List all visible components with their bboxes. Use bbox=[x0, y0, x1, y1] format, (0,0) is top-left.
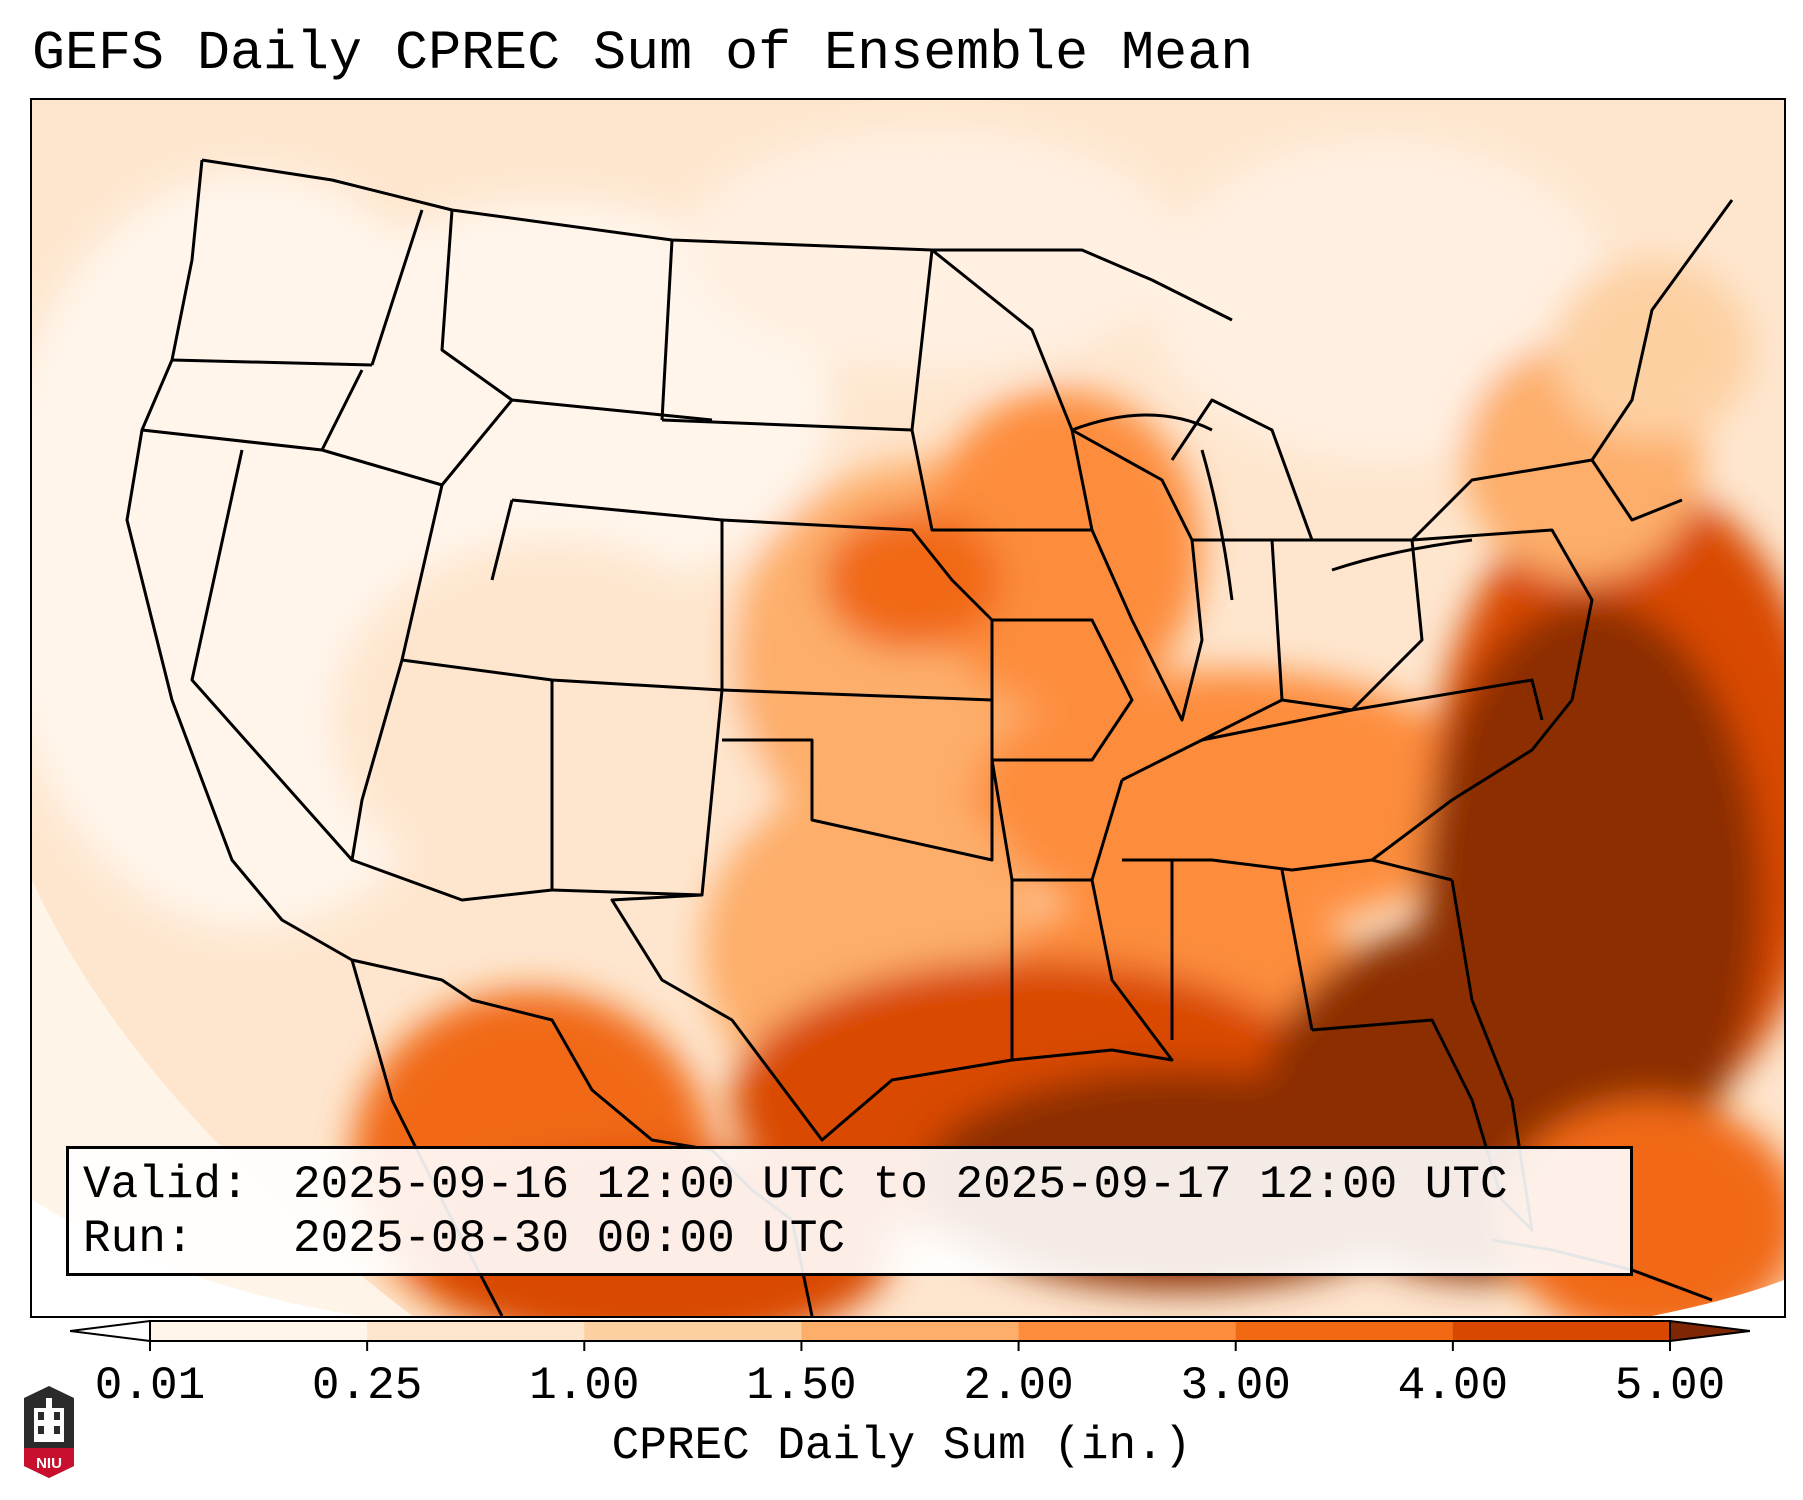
wa-id-border bbox=[370, 209, 424, 366]
map-panel bbox=[30, 98, 1786, 1318]
il-wi-border bbox=[1071, 428, 1204, 722]
oh-border bbox=[1272, 538, 1424, 712]
validity-info-box: Valid: 2025-09-16 12:00 UTC to 2025-09-17… bbox=[66, 1146, 1633, 1276]
new-england-border bbox=[1590, 459, 1683, 522]
colorbar-tick-label: 2.00 bbox=[963, 1360, 1074, 1412]
ok-border bbox=[722, 700, 994, 862]
colorbar-segment bbox=[801, 1321, 1020, 1341]
colorbar-tick-label: 1.50 bbox=[746, 1360, 857, 1412]
mo-border bbox=[992, 618, 1134, 762]
map-title: GEFS Daily CPREC Sum of Ensemble Mean bbox=[32, 22, 1254, 85]
tn-ky-border bbox=[1121, 678, 1544, 782]
colorbar-segment bbox=[1452, 1321, 1671, 1341]
valid-value: 2025-09-16 12:00 UTC to 2025-09-17 12:00… bbox=[293, 1159, 1508, 1211]
carolinas-border bbox=[1371, 699, 1574, 862]
la-border bbox=[1011, 879, 1174, 1062]
political-boundaries bbox=[125, 158, 1734, 1316]
colorbar-segment bbox=[150, 1321, 368, 1341]
lake-michigan-shore bbox=[1200, 449, 1234, 601]
colorbar-under-arrow bbox=[70, 1319, 151, 1343]
colorbar-tick-label: 4.00 bbox=[1397, 1360, 1509, 1412]
run-label: Run: bbox=[83, 1213, 194, 1265]
colorbar-label: CPREC Daily Sum (in.) bbox=[611, 1420, 1192, 1472]
run-line: Run: 2025-08-30 00:00 UTC bbox=[83, 1213, 845, 1265]
ne-border bbox=[721, 518, 994, 622]
lake-superior-shore bbox=[1071, 413, 1213, 432]
us-canada-border bbox=[201, 158, 1233, 322]
tx-border bbox=[610, 880, 1014, 1142]
mi-border bbox=[1170, 398, 1314, 541]
colorbar-outline bbox=[149, 1320, 1671, 1342]
mn-border bbox=[910, 248, 1094, 532]
colorbar-tick-label: 0.01 bbox=[94, 1360, 206, 1412]
colorbar-segment bbox=[584, 1321, 802, 1341]
wa-or-border bbox=[171, 358, 373, 367]
colorbar-tick-label: 3.00 bbox=[1180, 1360, 1291, 1412]
colorbar bbox=[70, 1319, 1750, 1351]
colorbar-over-arrow bbox=[1669, 1319, 1750, 1343]
colorbar-tick-label: 5.00 bbox=[1614, 1360, 1726, 1412]
colorbar-tick-label: 1.00 bbox=[529, 1360, 640, 1412]
ca-nv-border bbox=[190, 449, 354, 861]
valid-label: Valid: bbox=[83, 1159, 249, 1211]
precip-map bbox=[32, 100, 1784, 1316]
colorbar-tick-label: 0.25 bbox=[311, 1360, 423, 1412]
run-value: 2025-08-30 00:00 UTC bbox=[293, 1213, 846, 1265]
mt-nd-border bbox=[660, 239, 674, 421]
logo-text: NIU bbox=[36, 1455, 62, 1472]
colorbar-segment bbox=[1018, 1321, 1237, 1341]
colorbar-segment bbox=[367, 1321, 585, 1341]
az-nm-border bbox=[350, 659, 554, 902]
lake-erie-shore bbox=[1331, 538, 1473, 572]
valid-line: Valid: 2025-09-16 12:00 UTC to 2025-09-17… bbox=[83, 1159, 1508, 1211]
out-of-domain-region-right bbox=[1652, 1280, 1784, 1316]
out-of-domain-region bbox=[32, 1200, 362, 1316]
ms-al-ga-border bbox=[1122, 858, 1453, 882]
al-ga-border bbox=[1280, 869, 1314, 1031]
pa-va-border bbox=[1411, 528, 1594, 701]
ut-co-border bbox=[400, 484, 724, 692]
in-border bbox=[1192, 538, 1284, 742]
ny-ne-border bbox=[1410, 199, 1734, 542]
id-wy-border bbox=[321, 398, 713, 487]
id-mt-border bbox=[440, 209, 513, 402]
university-tower-icon: NIU bbox=[24, 1386, 74, 1478]
ar-border bbox=[990, 759, 1124, 882]
ut-border bbox=[490, 499, 514, 581]
colorbar-segment bbox=[1235, 1321, 1454, 1341]
